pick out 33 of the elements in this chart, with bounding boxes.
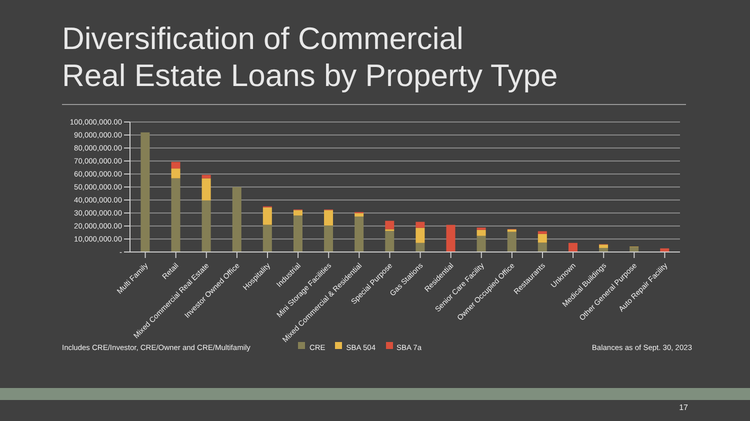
bar [507,232,516,252]
bar [140,132,150,252]
bar [171,162,180,169]
bar [262,224,272,252]
bar [538,242,547,252]
bar [538,231,547,234]
bar [324,225,334,252]
bar [630,246,639,252]
bar [171,168,180,178]
bar [476,236,486,252]
bar [416,228,425,243]
bar [293,210,302,216]
bar [599,244,608,248]
bar [354,216,364,252]
bar [476,230,486,236]
text: 17 [679,403,688,412]
chart-title: Diversification of Commercial Real Estate Loans by Property Type [62,20,558,94]
bar [171,178,180,252]
bar [293,215,302,252]
bar [538,234,547,243]
bar [568,242,578,252]
bar [202,174,211,178]
bar [446,224,456,252]
bar [416,242,425,252]
bar [416,222,425,228]
bar [202,178,211,200]
bar [202,200,211,252]
bar [324,210,334,226]
bar [385,230,394,252]
bar [354,213,364,217]
bar [232,187,242,252]
bar [262,207,272,225]
bar [385,220,394,230]
